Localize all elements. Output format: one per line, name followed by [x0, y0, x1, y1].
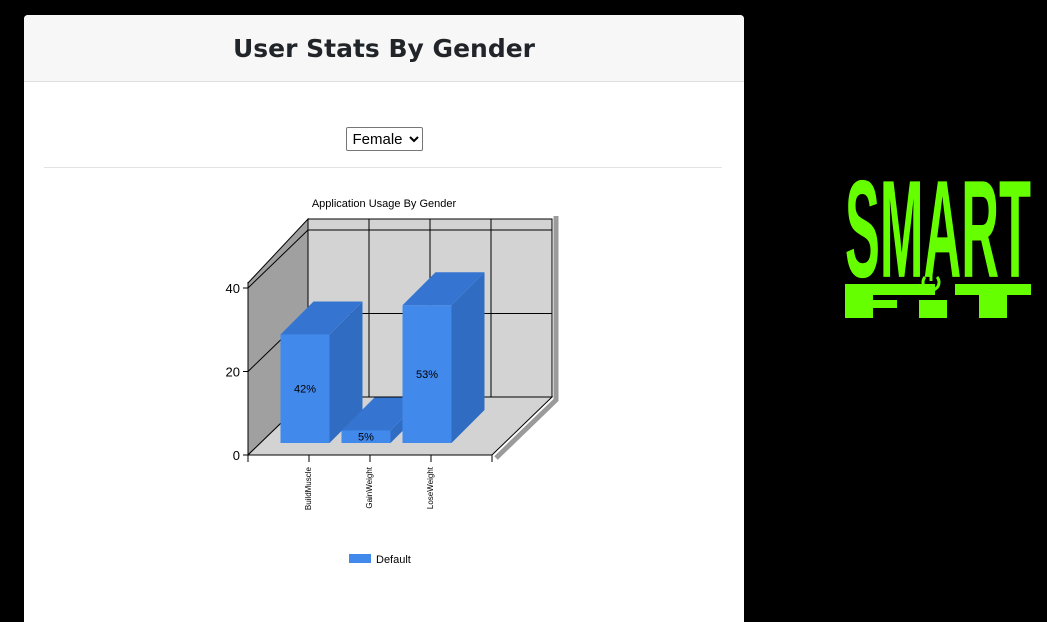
y-tick-label: 40: [226, 281, 240, 296]
x-tick-label: LoseWeight: [426, 466, 435, 509]
plot-area: 0 20 40 42% BuildMuscle 5% GainWeight 53% LoseWe…: [226, 216, 559, 510]
wall-shadow: [494, 216, 559, 460]
logo-text-fit: FIT: [845, 271, 1031, 318]
bar-top: [280, 301, 363, 335]
logo-t-stem: [979, 295, 1007, 318]
bar: [341, 430, 391, 443]
bar-top: [402, 272, 485, 306]
bar: [402, 305, 452, 443]
data-label: 53%: [416, 369, 438, 381]
chart-legend: Default: [349, 554, 411, 566]
x-tick-label: GainWeight: [365, 466, 374, 508]
data-label: 42%: [294, 384, 316, 396]
bar-side: [329, 301, 363, 443]
card-header: User Stats By Gender: [24, 15, 744, 82]
logo-f-mid: [845, 300, 897, 308]
power-icon: [921, 276, 941, 292]
filter-row: Female: [24, 127, 744, 151]
chart-title: Application Usage By Gender: [312, 198, 457, 210]
logo-bar-left: [845, 284, 935, 295]
gender-select[interactable]: Female: [345, 127, 423, 151]
logo-i-stem: [919, 300, 947, 318]
x-tick-label: BuildMuscle: [304, 466, 313, 510]
data-label: 5%: [358, 432, 374, 444]
y-tick-label: 0: [233, 448, 240, 463]
legend-swatch: [349, 554, 371, 563]
smartfit-logo: SMART FIT: [845, 151, 1031, 318]
page-title: User Stats By Gender: [232, 33, 536, 63]
y-tick-label: 20: [226, 365, 240, 380]
legend-label: Default: [376, 554, 411, 566]
usage-chart: Application Usage By Gender 0 20 40 42% Buil…: [226, 198, 559, 566]
bar-side: [451, 272, 485, 443]
bar: [280, 334, 330, 443]
stats-card: User Stats By Gender Female Application …: [24, 15, 744, 622]
logo-bar-right: [955, 284, 1031, 295]
divider: [44, 167, 722, 168]
grid-line-depth: [247, 229, 309, 289]
